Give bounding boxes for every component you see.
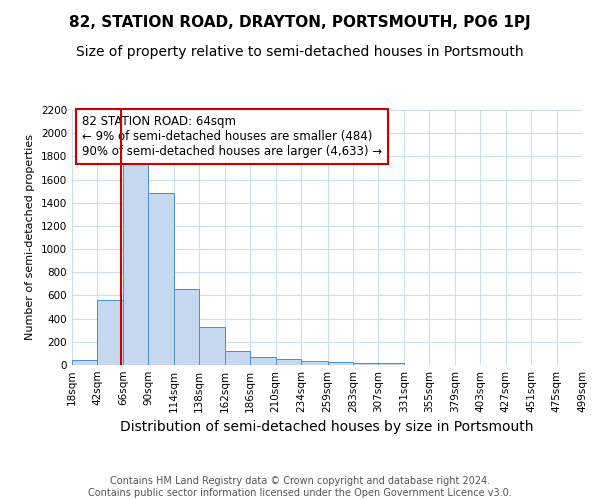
Bar [174, 288, 199, 365]
Bar [72, 360, 97, 365]
Text: 82 STATION ROAD: 64sqm
← 9% of semi-detached houses are smaller (484)
90% of sem: 82 STATION ROAD: 64sqm ← 9% of semi-deta… [82, 115, 382, 158]
Bar [250, 358, 275, 365]
Text: 82, STATION ROAD, DRAYTON, PORTSMOUTH, PO6 1PJ: 82, STATION ROAD, DRAYTON, PORTSMOUTH, P… [69, 15, 531, 30]
Bar [97, 300, 123, 365]
Bar [301, 361, 328, 365]
Bar [224, 350, 250, 365]
Y-axis label: Number of semi-detached properties: Number of semi-detached properties [25, 134, 35, 340]
Bar [199, 328, 224, 365]
Bar [275, 358, 301, 365]
Text: Contains HM Land Registry data © Crown copyright and database right 2024.
Contai: Contains HM Land Registry data © Crown c… [88, 476, 512, 498]
Bar [353, 362, 379, 365]
Bar [123, 156, 148, 365]
Bar [379, 364, 404, 365]
Bar [328, 362, 353, 365]
Text: Size of property relative to semi-detached houses in Portsmouth: Size of property relative to semi-detach… [76, 45, 524, 59]
Bar [148, 194, 174, 365]
X-axis label: Distribution of semi-detached houses by size in Portsmouth: Distribution of semi-detached houses by … [120, 420, 534, 434]
